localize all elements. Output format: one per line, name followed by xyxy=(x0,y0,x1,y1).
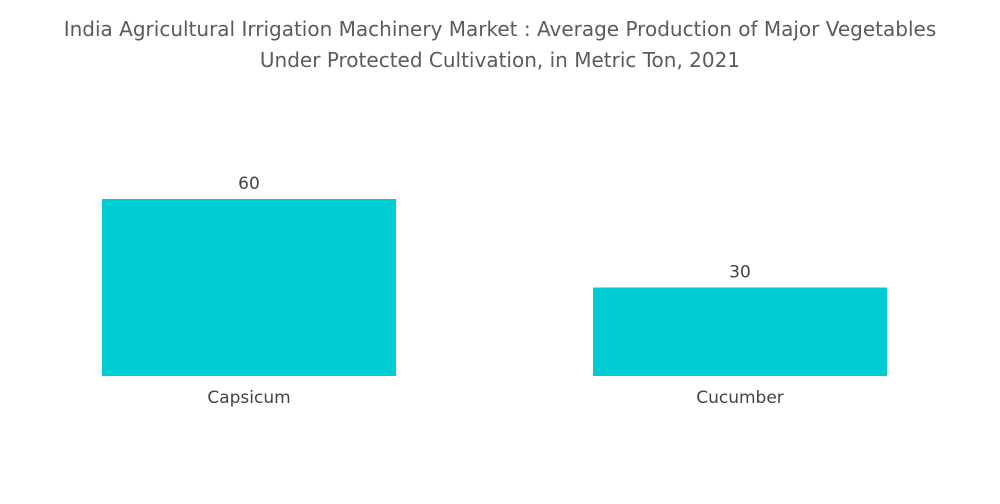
category-label-capsicum: Capsicum xyxy=(207,388,290,408)
bar-cucumber xyxy=(593,287,887,376)
chart-title-line-1: India Agricultural Irrigation Machinery … xyxy=(63,17,937,41)
bars-layer xyxy=(102,199,887,376)
data-label-cucumber: 30 xyxy=(729,263,751,283)
labels-layer: 60 Capsicum 30 Cucumber xyxy=(207,174,783,408)
category-label-cucumber: Cucumber xyxy=(696,388,784,408)
chart-title: India Agricultural Irrigation Machinery … xyxy=(0,14,1000,76)
data-label-capsicum: 60 xyxy=(238,174,260,194)
chart-title-line-2: Under Protected Cultivation, in Metric T… xyxy=(259,48,741,72)
bar-capsicum xyxy=(102,199,396,376)
